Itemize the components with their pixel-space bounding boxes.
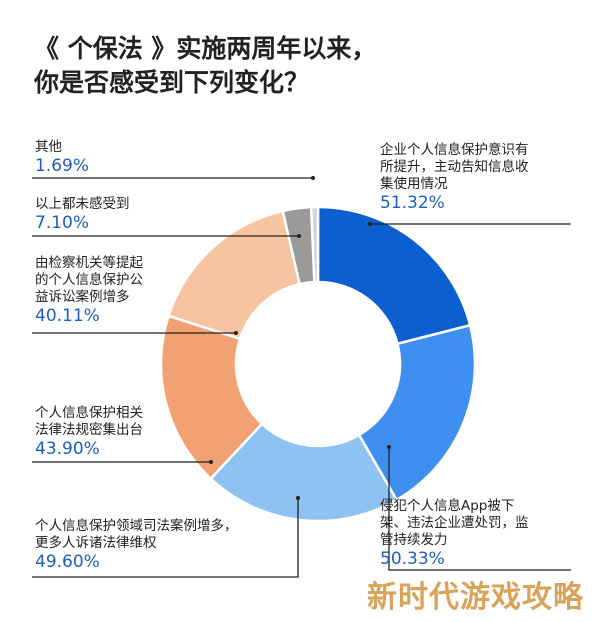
slice-label-0-line-0: 企业个人信息保护意识有 — [380, 142, 529, 158]
leader-dot-2 — [296, 496, 300, 500]
slice-label-0-line-2: 集使用情况 — [380, 176, 448, 192]
slice-6 — [309, 205, 320, 284]
slice-value-5: 7.10% — [35, 213, 90, 233]
slice-label-3: 个人信息保护相关 法律法规密集出台 43.90% — [35, 405, 143, 460]
slice-1 — [357, 323, 477, 502]
slice-0 — [316, 205, 472, 346]
watermark: 新时代游戏攻略 — [367, 580, 584, 615]
slice-value-0: 51.32% — [380, 193, 445, 213]
slice-label-1-line-2: 管持续发力 — [380, 532, 448, 548]
leader-dot-4 — [234, 331, 238, 335]
slice-label-0: 企业个人信息保护意识有 所提升，主动告知信息收 集使用情况 51.32% — [380, 142, 529, 214]
slice-label-2: 个人信息保护领域司法案例增多， 更多人诉诸法律维权 49.60% — [35, 518, 238, 573]
slice-label-4-line-2: 益诉讼案例增多 — [35, 289, 130, 305]
title-line-1: 《 个保法 》实施两周年以来， — [34, 34, 377, 63]
slice-label-3-line-1: 法律法规密集出台 — [35, 422, 143, 438]
chart-title: 《 个保法 》实施两周年以来， 你是否感受到下列变化？ — [34, 32, 376, 100]
leader-dot-0 — [368, 222, 372, 226]
slice-value-2: 49.60% — [35, 552, 100, 572]
slice-label-1: 侵犯个人信息App被下 架、违法企业遭处罚，监 管持续发力 50.33% — [380, 498, 529, 570]
slice-label-3-line-0: 个人信息保护相关 — [35, 405, 143, 421]
slice-2 — [208, 422, 399, 523]
title-line-2: 你是否感受到下列变化？ — [34, 68, 310, 97]
slice-label-5-line-0: 以上都未感受到 — [35, 196, 130, 212]
leader-line-2 — [32, 498, 299, 578]
slice-label-4-line-0: 由检察机关等提起 — [35, 255, 143, 271]
slice-label-1-line-1: 架、违法企业遭处罚，监 — [380, 515, 529, 531]
slice-label-6: 其他 1.69% — [35, 139, 89, 177]
leader-dot-5 — [297, 234, 301, 238]
slice-value-1: 50.33% — [380, 549, 445, 569]
leader-dot-3 — [209, 460, 213, 464]
slice-value-3: 43.90% — [35, 439, 100, 459]
slice-value-6: 1.69% — [35, 156, 90, 176]
slice-label-2-line-0: 个人信息保护领域司法案例增多， — [35, 518, 238, 534]
slice-4 — [166, 209, 302, 341]
slice-label-0-line-1: 所提升，主动告知信息收 — [380, 159, 529, 175]
slice-label-2-line-1: 更多人诉诸法律维权 — [35, 535, 157, 551]
slice-label-5: 以上都未感受到 7.10% — [35, 196, 130, 234]
leader-dot-1 — [387, 445, 391, 449]
slice-label-4: 由检察机关等提起 的个人信息保护公 益诉讼案例增多 40.11% — [35, 255, 143, 327]
slice-label-1-line-0: 侵犯个人信息App被下 — [380, 498, 515, 514]
slice-label-6-line-0: 其他 — [35, 139, 62, 155]
leader-line-1 — [388, 447, 571, 571]
slice-label-4-line-1: 的个人信息保护公 — [35, 272, 143, 288]
slice-value-4: 40.11% — [35, 306, 100, 326]
leader-dot-6 — [311, 176, 315, 180]
